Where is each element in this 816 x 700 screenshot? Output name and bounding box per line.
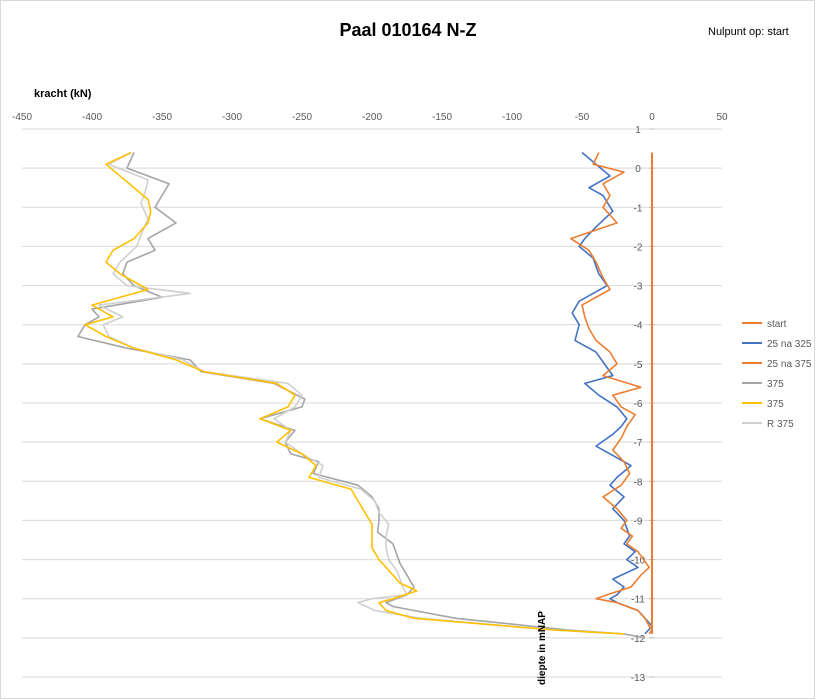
legend-label: R 375 (767, 419, 794, 430)
series-line-2 (569, 152, 653, 635)
x-tick-labels: -450 -400 -350 -300 -250 -200 -150 -100 -50 0 50 (12, 112, 728, 123)
legend-label: 375 (767, 399, 784, 410)
y-tick-label: -4 (634, 321, 643, 332)
x-tick-label: -250 (292, 112, 312, 123)
x-tick-label: -400 (82, 112, 102, 123)
series-line-5 (98, 151, 625, 635)
y-tick-label: -7 (634, 438, 643, 449)
y-tick-label: -5 (634, 360, 643, 371)
x-tick-label: 50 (716, 112, 728, 123)
y-tick-label: -12 (631, 634, 646, 645)
y-tick-label: 0 (635, 164, 641, 175)
y-tick-label: -11 (631, 595, 645, 606)
x-tick-label: -100 (502, 112, 522, 123)
y-tick-label: -13 (631, 673, 646, 684)
x-axis-label: kracht (kN) (34, 88, 92, 100)
x-tick-label: -200 (362, 112, 382, 123)
y-axis-label: diepte in mNAP (537, 611, 548, 685)
y-tick-label: -1 (634, 203, 643, 214)
series-line-3 (77, 152, 646, 639)
series-line-4 (84, 151, 625, 635)
legend-label: start (767, 319, 787, 330)
legend: start 25 na 325 25 na 375 375 375 R 375 (742, 319, 812, 430)
zero-point-note: Nulpunt op: start (708, 26, 789, 38)
chart-title: Paal 010164 N-Z (339, 20, 477, 40)
y-tick-label: -10 (631, 556, 646, 567)
x-tick-label: -150 (432, 112, 452, 123)
y-tick-label: -8 (634, 477, 643, 488)
legend-label: 25 na 375 (767, 359, 812, 370)
x-tick-label: -300 (222, 112, 242, 123)
y-tick-label: -6 (634, 399, 643, 410)
legend-label: 25 na 325 (767, 339, 812, 350)
series-lines (77, 151, 653, 639)
y-tick-label: -2 (634, 242, 643, 253)
x-tick-label: -50 (575, 112, 590, 123)
y-tick-label: 1 (635, 125, 641, 136)
y-tick-labels: 1 0 -1 -2 -3 -4 -5 -6 -7 -8 -9 -10 -11 -12 -13 (631, 125, 646, 684)
y-tick-label: -9 (634, 516, 643, 527)
x-tick-label: 0 (649, 112, 655, 123)
gridlines (22, 128, 722, 678)
x-tick-label: -350 (152, 112, 172, 123)
y-tick-label: -3 (634, 282, 643, 293)
legend-label: 375 (767, 379, 784, 390)
x-tick-label: -450 (12, 112, 32, 123)
